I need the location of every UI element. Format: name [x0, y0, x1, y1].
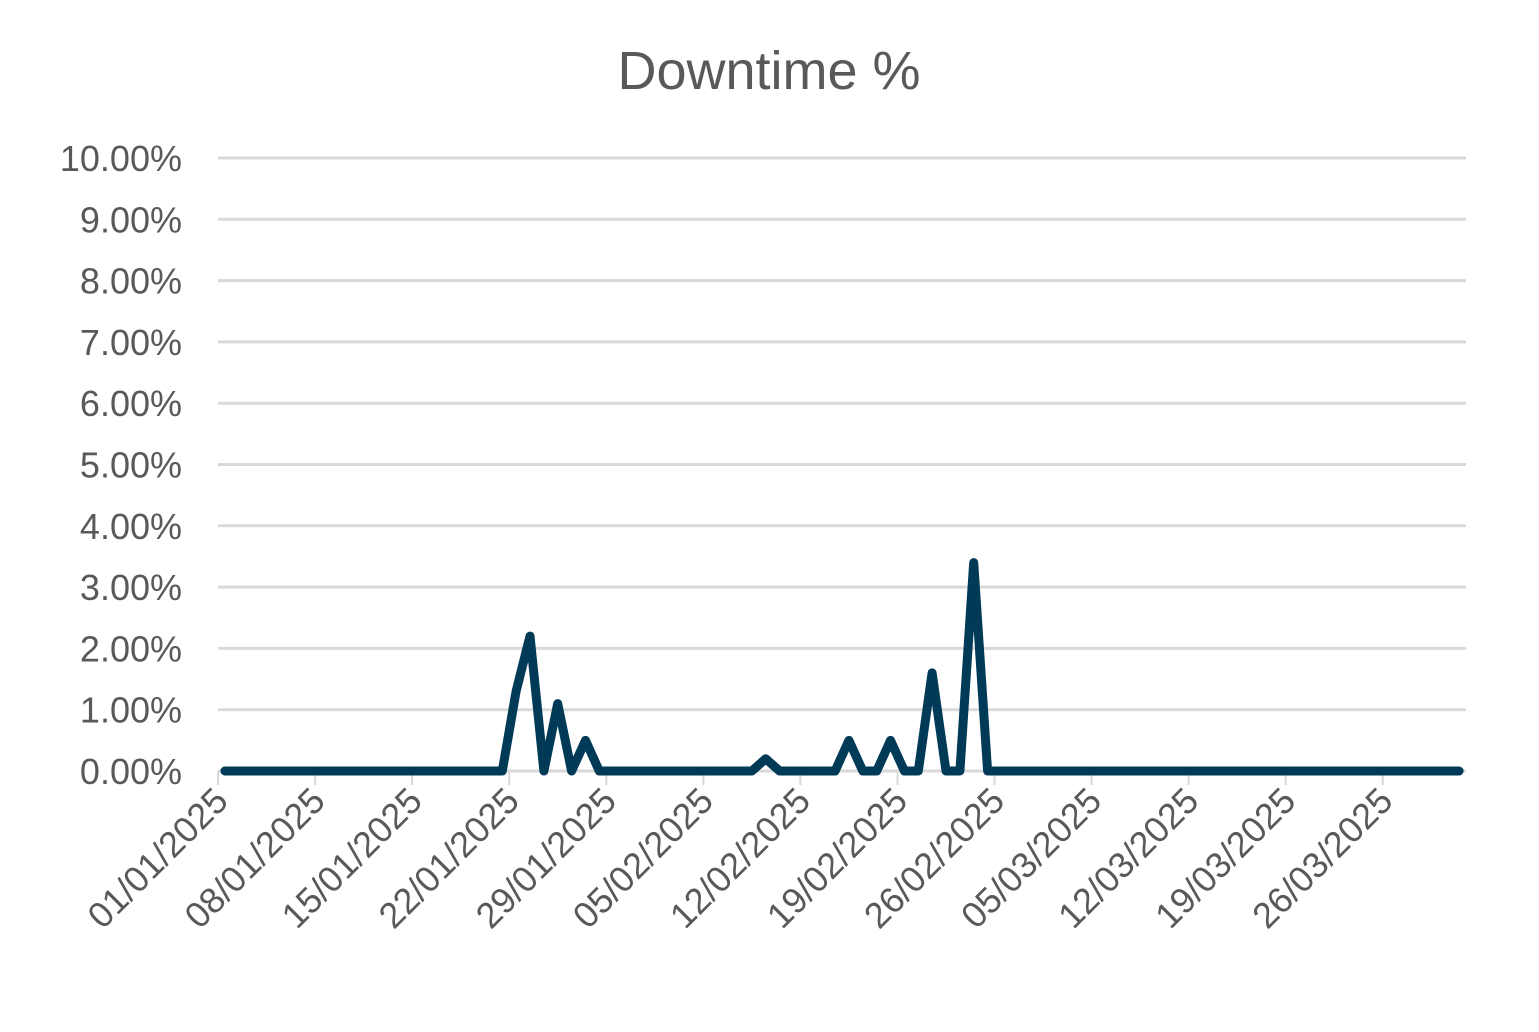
y-tick-label: 6.00%: [80, 383, 182, 424]
y-tick-label: 5.00%: [80, 445, 182, 486]
chart-title: Downtime %: [617, 41, 920, 101]
y-tick-label: 3.00%: [80, 567, 182, 608]
x-axis-ticks: 01/01/202508/01/202515/01/202522/01/2025…: [79, 771, 1400, 936]
y-tick-label: 9.00%: [80, 199, 182, 240]
y-tick-label: 10.00%: [60, 138, 182, 179]
series-layer: [220, 558, 1464, 776]
y-tick-label: 0.00%: [80, 751, 182, 792]
y-tick-label: 1.00%: [80, 690, 182, 731]
downtime-series-line: [220, 558, 1464, 776]
y-tick-label: 8.00%: [80, 261, 182, 302]
y-tick-label: 4.00%: [80, 506, 182, 547]
y-tick-label: 2.00%: [80, 628, 182, 669]
gridlines: [218, 156, 1466, 773]
y-tick-label: 7.00%: [80, 322, 182, 363]
y-axis-ticks: 0.00% 1.00% 2.00% 3.00% 4.00% 5.00% 6.00% 7.00%…: [60, 138, 182, 792]
